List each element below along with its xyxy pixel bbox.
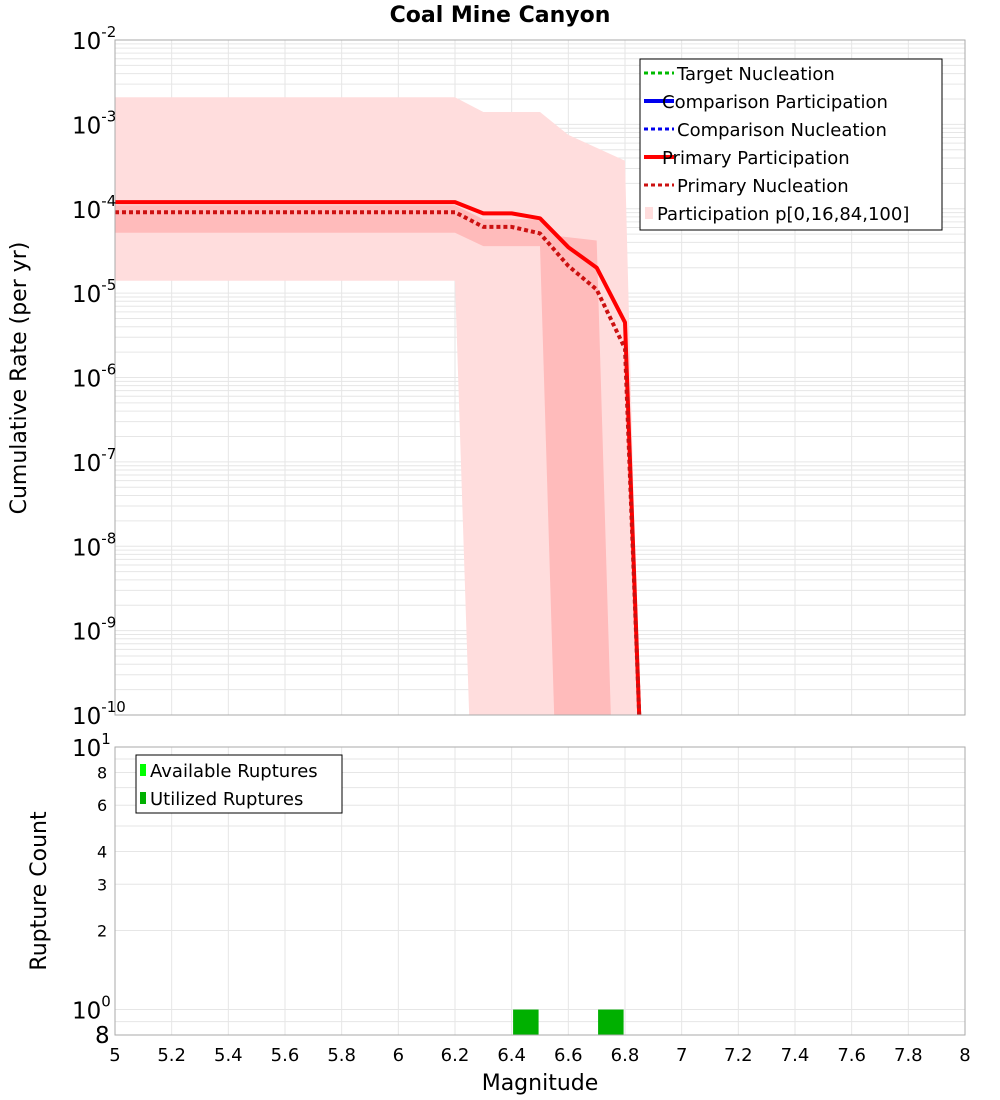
x-tick-label: 6.8: [611, 1045, 640, 1066]
y-tick-label: 10-3: [72, 107, 116, 139]
x-tick-label: 5.4: [214, 1045, 243, 1066]
legend-box: [639, 58, 943, 231]
y-tick-exponent: -2: [101, 23, 116, 41]
x-tick-label: 6: [393, 1045, 404, 1066]
participation-bands: [115, 97, 640, 715]
y-tick-label: 4: [97, 842, 107, 861]
band-p0-p100: [115, 97, 640, 715]
top-plot: 10-2 10-3 10-4 10-5 10-6 10-7 10-8 10-9 10-10 Cu…: [7, 23, 966, 730]
rupture-bar: [513, 1009, 539, 1035]
y-tick-label: 10-10: [72, 698, 126, 730]
bottom-legend: Available Ruptures Utilized Ruptures: [135, 754, 343, 814]
bottom-plot-frame: [114, 746, 966, 1036]
y-tick-label: 10-8: [72, 529, 116, 561]
y-tick-exponent: 1: [101, 730, 111, 748]
y-tick-exponent: -7: [101, 445, 116, 463]
y-tick-label: 2: [97, 922, 107, 941]
y-tick-exponent: -10: [101, 698, 126, 716]
bottom-y-axis-label: Rupture Count: [27, 811, 52, 971]
y-tick-label: 100: [72, 993, 111, 1025]
x-tick-label: 7: [676, 1045, 687, 1066]
series-primary-participation: [115, 200, 642, 716]
y-tick-label: 8: [97, 763, 107, 782]
rupture-bars: [513, 1009, 624, 1035]
x-tick-label: 8: [959, 1045, 970, 1066]
legend-label: Participation p[0,16,84,100]: [657, 204, 909, 225]
x-tick-label: 6.2: [441, 1045, 470, 1066]
top-plot-frame: [114, 39, 966, 716]
legend-label: Comparison Nucleation: [677, 120, 887, 141]
band-p16-p84: [115, 205, 611, 715]
x-tick-label: 7.4: [781, 1045, 810, 1066]
legend-swatch: [140, 792, 146, 804]
y-tick-label: 3: [97, 875, 107, 894]
x-tick-label: 7.2: [724, 1045, 753, 1066]
y-tick-exponent: -5: [101, 276, 116, 294]
y-tick-label: 10-4: [72, 192, 116, 224]
y-tick-exponent: -8: [101, 529, 116, 547]
y-tick-label: 101: [72, 730, 111, 762]
top-legend: Target Nucleation Comparison Participatio…: [639, 58, 943, 231]
top-y-axis-label: Cumulative Rate (per yr): [7, 242, 32, 515]
series-primary-nucleation: [115, 210, 642, 716]
y-tick-label: 10-5: [72, 276, 116, 308]
legend-label: Primary Nucleation: [677, 176, 849, 197]
y-tick-label: 6: [97, 796, 107, 815]
x-tick-label: 6.4: [497, 1045, 526, 1066]
y-tick-label: 10-6: [72, 361, 116, 393]
y-tick-exponent: -6: [101, 361, 116, 379]
y-tick-label: 10-9: [72, 614, 116, 646]
y-tick-label: 10-7: [72, 445, 116, 477]
x-tick-label: 7.6: [837, 1045, 866, 1066]
x-tick-label: 5.2: [157, 1045, 186, 1066]
x-tick-label: 6.6: [554, 1045, 583, 1066]
legend-label: Comparison Participation: [662, 92, 888, 113]
y-tick-exponent: -3: [101, 107, 116, 125]
y-tick-label: 8: [95, 1023, 110, 1049]
x-tick-label: 7.8: [894, 1045, 923, 1066]
y-tick-exponent: 0: [101, 993, 111, 1011]
x-axis-label: Magnitude: [482, 1071, 599, 1096]
x-tick-label: 5.6: [271, 1045, 300, 1066]
legend-label: Target Nucleation: [676, 64, 835, 85]
legend-swatch: [645, 207, 653, 219]
y-tick-label: 10-2: [72, 23, 116, 55]
rupture-bar: [598, 1009, 624, 1035]
x-tick-labels: 5 5.2 5.4 5.6 5.8 6 6.2 6.4 6.6 6.8 7 7.2 7.4 7.6 7.8 8: [109, 1045, 970, 1066]
legend-label: Available Ruptures: [150, 761, 318, 782]
legend-label: Primary Participation: [662, 148, 850, 169]
x-tick-label: 5: [109, 1045, 120, 1066]
legend-box: [135, 754, 343, 814]
rate-series: [115, 200, 642, 716]
legend-swatch: [140, 764, 146, 776]
y-tick-exponent: -4: [101, 192, 116, 210]
x-tick-label: 5.8: [327, 1045, 356, 1066]
y-tick-exponent: -9: [101, 614, 116, 632]
legend-label: Utilized Ruptures: [150, 789, 303, 810]
chart-title: Coal Mine Canyon: [390, 3, 611, 28]
